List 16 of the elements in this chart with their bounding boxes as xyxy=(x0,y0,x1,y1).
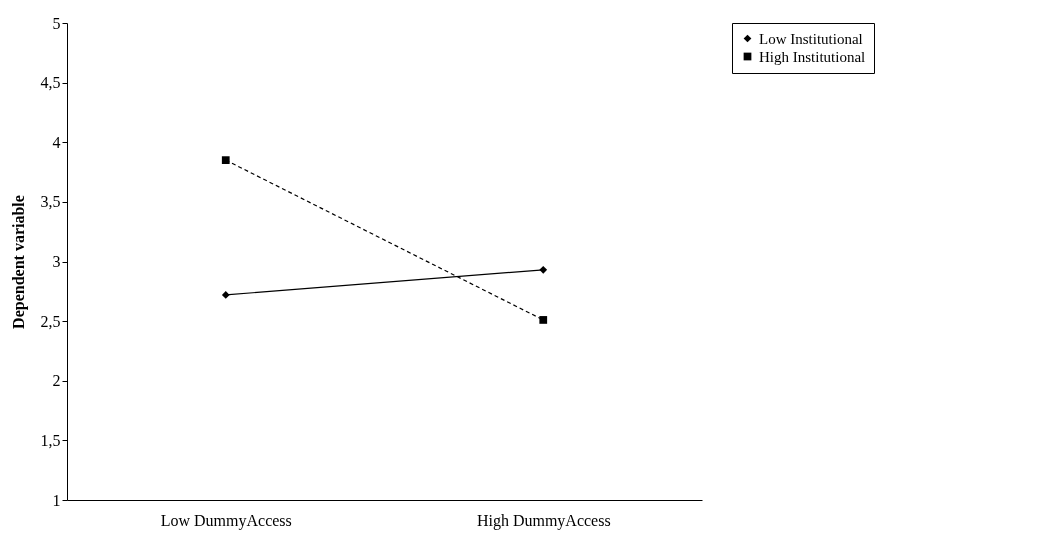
y-tick-label: 3 xyxy=(52,253,61,270)
point xyxy=(221,156,230,165)
point xyxy=(539,316,548,324)
legend-label: High Institutional xyxy=(759,48,866,65)
y-tick-label: 2 xyxy=(52,372,61,390)
y-tick-label: 5 xyxy=(52,14,61,32)
y-tick-label: 1,5 xyxy=(40,431,61,449)
y-tick-label: 1 xyxy=(52,491,61,509)
y-tick-label: 4,5 xyxy=(40,74,61,92)
x-tick-label: High DummyAccess xyxy=(476,511,611,530)
legend-label: Low Institutional xyxy=(759,30,863,47)
x-tick-label: Low DummyAccess xyxy=(160,511,292,530)
y-tick-label: 3,5 xyxy=(40,193,61,211)
y-tick-label: 4 xyxy=(52,133,61,151)
y-tick-label: 2,5 xyxy=(40,312,61,330)
y-axis-title: Dependent variable xyxy=(9,195,28,329)
